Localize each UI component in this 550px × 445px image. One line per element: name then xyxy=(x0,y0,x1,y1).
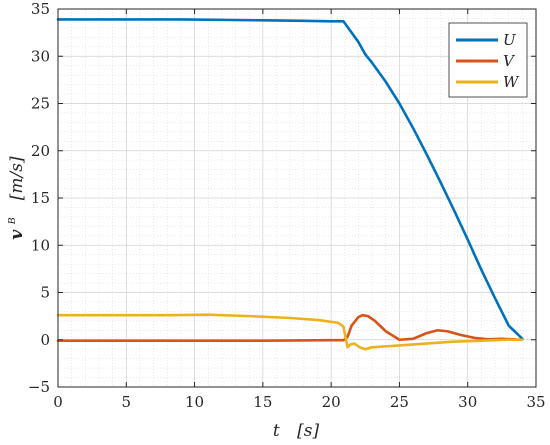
y-axis-label: v B [m/s] xyxy=(0,156,27,240)
x-axis-unit: [s] xyxy=(297,421,319,441)
legend: U V W xyxy=(448,22,528,98)
y-tick-label: 30 xyxy=(31,47,50,65)
x-tick-label: 25 xyxy=(390,393,409,411)
x-tick-label: 0 xyxy=(53,393,63,411)
y-tick-label: 5 xyxy=(40,284,50,302)
y-tick-label: 15 xyxy=(31,189,50,207)
y-tick-label: 35 xyxy=(31,0,50,18)
y-tick-label: 20 xyxy=(31,142,50,160)
series-line-w xyxy=(56,313,524,351)
x-tick-label: 10 xyxy=(185,393,204,411)
y-tick-label: 10 xyxy=(31,236,50,254)
ticks xyxy=(57,8,537,388)
y-tick-label: 25 xyxy=(31,95,50,113)
y-axis-variable: v xyxy=(7,229,27,240)
x-tick-label: 20 xyxy=(322,393,341,411)
legend-label-u: U xyxy=(503,31,517,49)
y-axis-superscript: B xyxy=(6,217,18,224)
legend-label-v: V xyxy=(503,52,516,70)
x-tick-label: 30 xyxy=(458,393,477,411)
series-layer xyxy=(56,18,524,351)
x-tick-label: 15 xyxy=(253,393,272,411)
series-line-v xyxy=(56,313,524,342)
x-tick-label: 35 xyxy=(526,393,545,411)
series-line-u xyxy=(56,18,524,341)
x-tick-label: 5 xyxy=(122,393,132,411)
y-tick-label: −5 xyxy=(28,378,50,396)
x-axis-label: t [s] xyxy=(273,421,320,441)
y-tick-label: 0 xyxy=(40,331,50,349)
x-axis-variable: t xyxy=(273,421,280,441)
y-axis-unit: [m/s] xyxy=(7,156,27,200)
legend-label-w: W xyxy=(503,73,520,91)
